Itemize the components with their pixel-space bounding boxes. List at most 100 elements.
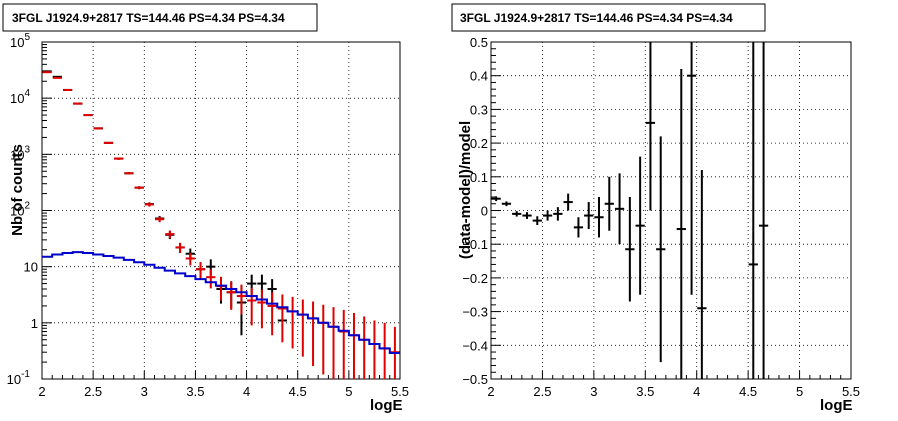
residual-x-tick-label: 4: [693, 384, 700, 399]
residual-y-tick-label: 0.5: [470, 35, 488, 50]
counts-model-point: [83, 114, 93, 117]
counts-x-axis-label: logE: [370, 397, 403, 414]
counts-y-tick-label: 1: [31, 316, 38, 331]
counts-y-tick-exponent: 3: [24, 144, 30, 155]
counts-y-tick-exponent: 5: [24, 32, 30, 43]
counts-x-tick-label: 2.5: [84, 384, 102, 399]
counts-marks: [42, 70, 400, 379]
counts-model-point: [195, 262, 206, 279]
counts-model-point: [52, 76, 62, 79]
residual-x-tick-label: 5: [796, 384, 803, 399]
counts-model-point: [257, 289, 267, 329]
counts-model-point: [42, 71, 52, 74]
residual-y-tick-label: −0.4: [462, 338, 488, 353]
residual-data-point: [522, 212, 532, 219]
residual-data-point: [758, 42, 769, 379]
counts-y-tick-label: 10-1: [7, 369, 31, 387]
residual-y-tick-label: 0: [481, 204, 488, 219]
counts-model-point: [185, 253, 195, 266]
residual-data-point: [656, 136, 666, 363]
residual-y-tick-label: −0.3: [462, 305, 488, 320]
residual-data-point: [584, 202, 594, 230]
counts-model-point: [103, 141, 114, 144]
counts-grid: [42, 42, 400, 379]
residual-x-axis-label: logE: [820, 397, 853, 414]
residual-data-point: [553, 207, 563, 221]
residual-data-point: [491, 196, 501, 202]
counts-model-point: [165, 230, 175, 239]
counts-y-tick-exponent: 4: [24, 88, 30, 99]
residual-data-point: [697, 170, 707, 379]
residual-data-point: [645, 42, 656, 211]
counts-model-point: [277, 294, 287, 343]
counts-y-tick-exponent: 2: [24, 201, 30, 212]
counts-model-point: [267, 292, 277, 336]
counts-model-point: [175, 242, 185, 254]
residual-data-point: [563, 193, 573, 211]
counts-model-point: [236, 284, 247, 315]
counts-model-point: [247, 287, 257, 326]
residual-marks: [491, 42, 769, 379]
residual-data-point: [676, 68, 686, 379]
counts-x-tick-label: 5: [345, 384, 352, 399]
counts-y-tick-label: 10: [24, 260, 38, 275]
counts-x-tick-label: 3.5: [186, 384, 204, 399]
residual-x-tick-label: 2: [487, 384, 494, 399]
residual-title: 3FGL J1924.9+2817 TS=144.46 PS=4.34 PS=4…: [460, 11, 733, 25]
counts-model-point: [318, 304, 328, 375]
counts-y-tick-exponent: -1: [21, 369, 30, 380]
residual-data-point: [542, 210, 553, 221]
counts-x-tick-label: 3: [141, 384, 148, 399]
counts-model-point: [339, 309, 349, 379]
counts-model-point: [226, 281, 236, 310]
residual-data-point: [501, 201, 512, 207]
counts-model-point: [308, 301, 318, 367]
residual-data-point: [594, 197, 604, 238]
counts-x-tick-label: 4: [243, 384, 250, 399]
residual-x-tick-label: 5.5: [842, 384, 860, 399]
residual-data-point: [635, 156, 645, 295]
counts-x-tick-label: 2: [38, 384, 45, 399]
residual-data-point: [512, 211, 522, 217]
residual-y-axis-label: (data-model)/model: [457, 121, 474, 259]
counts-model-point: [359, 316, 369, 379]
residual-data-point: [748, 42, 758, 379]
residual-y-tick-label: 0.1: [470, 170, 488, 185]
residual-y-tick-label: −0.2: [462, 271, 488, 286]
residual-y-tick-label: −0.1: [462, 237, 488, 252]
residual-data-point: [604, 176, 614, 231]
residual-x-tick-label: 3.5: [636, 384, 654, 399]
counts-model-point: [206, 269, 216, 289]
residual-y-tick-label: −0.5: [462, 372, 488, 387]
counts-x-tick-label: 5.5: [391, 384, 409, 399]
counts-model-point: [287, 296, 298, 349]
counts-panel: 3FGL J1924.9+2817 TS=144.46 PS=4.34 PS=4…: [2, 3, 409, 414]
counts-y-tick-label: 105: [10, 32, 30, 50]
residual-grid: [491, 42, 851, 379]
counts-model-step-line: [42, 251, 400, 354]
residual-data-point: [614, 173, 625, 245]
counts-x-tick-label: 4.5: [289, 384, 307, 399]
residual-x-tick-label: 2.5: [533, 384, 551, 399]
residual-y-tick-label: 0.4: [470, 69, 488, 84]
counts-model-point: [369, 320, 380, 379]
residual-x-tick-label: 4.5: [739, 384, 757, 399]
counts-model-point: [62, 88, 73, 91]
counts-model-point: [155, 216, 165, 223]
residual-data-point: [686, 42, 697, 295]
counts-y-tick-label: 104: [10, 88, 30, 106]
residual-data-point: [573, 217, 584, 238]
counts-model-point: [114, 157, 124, 160]
residual-data-point: [532, 216, 542, 225]
residual-y-tick-label: 0.3: [470, 102, 488, 117]
counts-model-point: [298, 299, 308, 357]
residual-data-point: [625, 197, 635, 302]
counts-model-point: [144, 202, 155, 207]
counts-title: 3FGL J1924.9+2817 TS=144.46 PS=4.34 PS=4…: [12, 11, 285, 25]
residual-x-tick-label: 3: [590, 384, 597, 399]
residual-axis-ticks: 2 2.5 3 3.5 4 4.5 5 5.5 −0.5 −0.4 −0.3 −0.2 −0.1 0 0.1…: [462, 35, 860, 399]
counts-title-box: [2, 3, 318, 32]
residual-y-tick-label: 0.2: [470, 136, 488, 151]
